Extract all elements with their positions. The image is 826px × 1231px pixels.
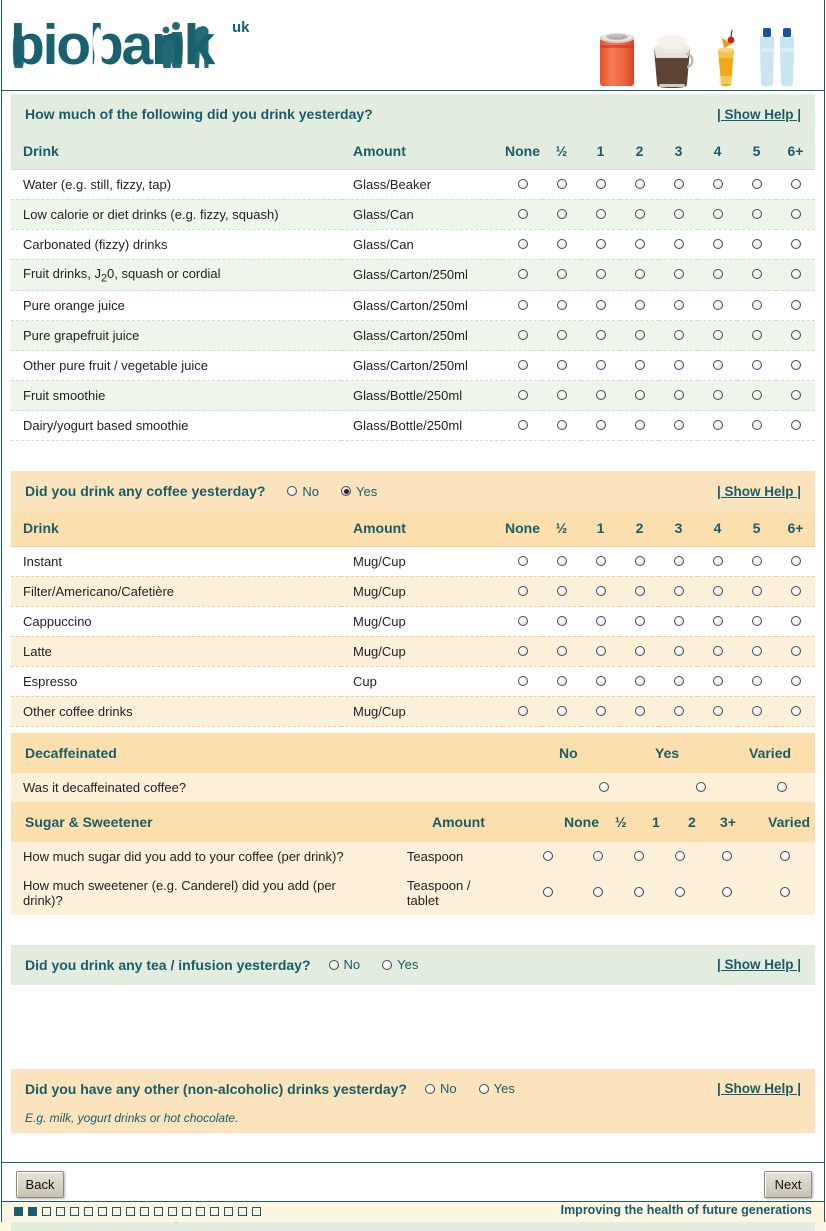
svg-text:biobank: biobank bbox=[10, 13, 216, 77]
svg-text:uk: uk bbox=[232, 19, 250, 36]
